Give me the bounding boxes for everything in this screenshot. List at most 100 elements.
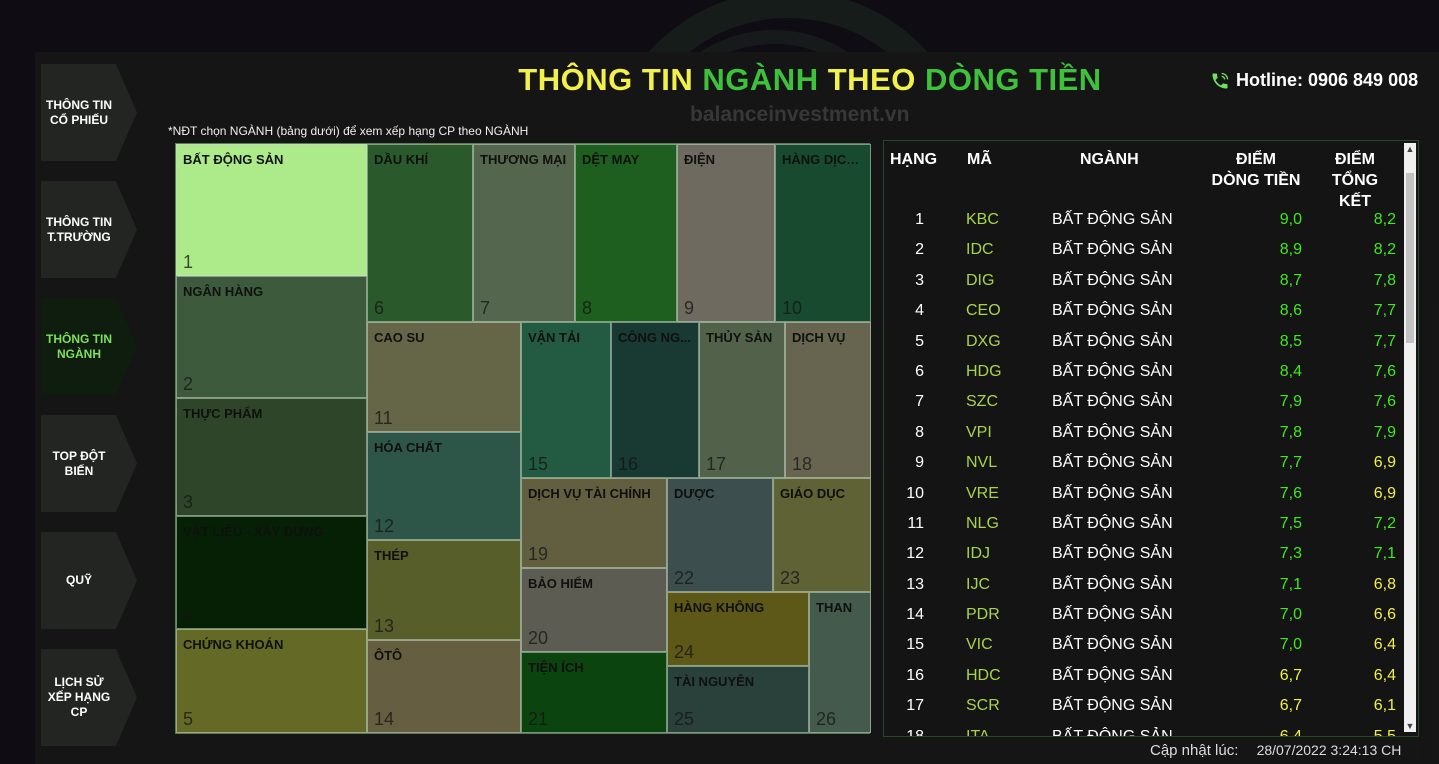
table-row[interactable]: 4 CEO BẤT ĐỘNG SẢN 8,6 7,7 [884,298,1404,328]
nav-stock-info[interactable]: THÔNG TIN CỔ PHIẾU [41,64,137,161]
industry-tile[interactable]: THÉP 13 [367,540,521,640]
row-flow-score: 9,0 [1279,211,1302,228]
tile-name: BẤT ĐỘNG SẢN [183,152,284,167]
tile-rank: 3 [183,492,194,512]
header-flow-line2: DÒNG TIỀN [1211,172,1301,189]
table-row[interactable]: 8 VPI BẤT ĐỘNG SẢN 7,8 7,9 [884,420,1404,450]
industry-tile[interactable]: HÀNG DỊCH... 10 [775,144,871,322]
row-industry: BẤT ĐỘNG SẢN [1052,727,1173,737]
table-row[interactable]: 11 NLG BẤT ĐỘNG SẢN 7,5 7,2 [884,511,1404,541]
industry-tile[interactable]: VẬN TẢI 15 [521,322,611,478]
title-part: THÔNG TIN [518,62,694,97]
industry-tile[interactable]: DỊCH VỤ 18 [785,322,871,478]
row-flow-score: 8,9 [1279,241,1302,259]
row-rank: 14 [906,606,924,624]
table-row[interactable]: 18 ITA BẤT ĐỘNG SẢN 6,4 5,5 [884,724,1404,737]
row-total-score: 7,2 [1373,514,1396,532]
table-row[interactable]: 17 SCR BẤT ĐỘNG SẢN 6,7 6,1 [884,693,1404,723]
nav-market-info[interactable]: THÔNG TIN T.TRƯỜNG [41,181,137,278]
industry-tile[interactable]: THỦY SẢN 17 [699,322,785,478]
table-scrollbar[interactable]: ▲ ▼ [1404,143,1416,732]
row-flow-score: 7,7 [1279,454,1302,472]
updated-value: 28/07/2022 3:24:13 CH [1256,742,1402,758]
industry-tile[interactable]: ÔTÔ 14 [367,640,521,733]
table-row[interactable]: 16 HDC BẤT ĐỘNG SẢN 6,7 6,4 [884,663,1404,693]
tile-rank: 19 [528,544,549,564]
row-industry: BẤT ĐỘNG SẢN [1052,484,1173,502]
table-row[interactable]: 5 DXG BẤT ĐỘNG SẢN 8,5 7,7 [884,329,1404,359]
industry-tile[interactable]: NGÂN HÀNG 2 [176,276,367,398]
nav-funds[interactable]: QUỸ [41,532,137,629]
industry-tile[interactable]: TIỆN ÍCH 21 [521,652,667,733]
table-row[interactable]: 13 IJC BẤT ĐỘNG SẢN 7,1 6,8 [884,572,1404,602]
table-row[interactable]: 10 VRE BẤT ĐỘNG SẢN 7,6 6,9 [884,481,1404,511]
industry-tile[interactable]: BẢO HIỂM 20 [521,568,667,652]
tile-name: THAN [816,600,853,615]
row-flow-score: 7,0 [1279,606,1302,624]
tile-rank: 22 [674,568,695,588]
row-code: VRE [966,484,999,502]
row-code: SCR [966,697,1000,715]
table-row[interactable]: 3 DIG BẤT ĐỘNG SẢN 8,7 7,8 [884,268,1404,298]
nav-ranking-history[interactable]: LỊCH SỬ XẾP HẠNG CP [41,649,137,746]
row-flow-score: 7,6 [1279,484,1302,502]
industry-tile[interactable]: GIÁO DỤC 23 [773,478,871,592]
nav-top-breakout[interactable]: TOP ĐỘT BIẾN [41,415,137,512]
row-code: IDC [966,241,994,259]
industry-tile[interactable]: THAN 26 [809,592,871,733]
industry-tile[interactable]: THỰC PHẨM 3 [176,398,367,516]
industry-tile[interactable]: DẦU KHÍ 6 [367,144,473,322]
row-flow-score: 8,7 [1279,271,1302,289]
row-industry: BẤT ĐỘNG SẢN [1052,606,1173,624]
title-part: THEO [827,62,916,97]
header-total-score: ĐIỂM TỔNG KẾT [1314,149,1396,212]
industry-tile[interactable]: TÀI NGUYÊN 25 [667,666,809,733]
industry-tile[interactable]: ĐIỆN 9 [677,144,775,322]
table-row[interactable]: 2 IDC BẤT ĐỘNG SẢN 8,9 8,2 [884,237,1404,267]
updated-label: Cập nhật lúc: [1150,742,1239,759]
table-row[interactable]: 15 VIC BẤT ĐỘNG SẢN 7,0 6,4 [884,632,1404,662]
scroll-thumb[interactable] [1406,173,1414,343]
row-rank: 7 [915,393,924,411]
industry-tile[interactable]: CHỨNG KHOÁN 5 [176,629,367,733]
nav-industry-info[interactable]: THÔNG TIN NGÀNH [41,298,137,395]
row-rank: 16 [906,666,924,684]
tile-name: ÔTÔ [374,648,403,663]
industry-tile[interactable]: CÔNG NG... 16 [611,322,699,478]
industry-tile[interactable]: VẬT LIỆU - XÂY DỰNG 4 [176,516,367,629]
industry-tile[interactable]: HÓA CHẤT 12 [367,432,521,540]
hint-text: *NĐT chọn NGÀNH (bảng dưới) để xem xếp h… [168,124,529,138]
row-rank: 12 [906,545,924,563]
industry-tile[interactable]: CAO SU 11 [367,322,521,432]
tile-name: VẬN TẢI [528,330,580,345]
table-row[interactable]: 12 IDJ BẤT ĐỘNG SẢN 7,3 7,1 [884,541,1404,571]
table-row[interactable]: 6 HDG BẤT ĐỘNG SẢN 8,4 7,6 [884,359,1404,389]
table-row[interactable]: 1 KBC BẤT ĐỘNG SẢN 9,0 8,2 [884,207,1404,237]
tile-rank: 20 [528,628,549,648]
industry-tile[interactable]: DƯỢC 22 [667,478,773,592]
row-industry: BẤT ĐỘNG SẢN [1052,666,1173,684]
scroll-down-icon[interactable]: ▼ [1405,721,1415,731]
scroll-up-icon[interactable]: ▲ [1405,144,1415,154]
row-rank: 17 [906,697,924,715]
row-code: NLG [966,514,999,532]
industry-tile[interactable]: BẤT ĐỘNG SẢN 1 [176,144,367,276]
tile-rank: 15 [528,454,549,474]
row-code: IDJ [966,545,990,563]
tile-rank: 24 [674,642,695,662]
row-total-score: 7,9 [1373,423,1396,441]
header-total-line1: ĐIỂM [1335,151,1375,168]
row-flow-score: 6,7 [1279,666,1302,684]
industry-tile[interactable]: DỆT MAY 8 [575,144,677,322]
table-row[interactable]: 14 PDR BẤT ĐỘNG SẢN 7,0 6,6 [884,602,1404,632]
industry-tile[interactable]: THƯƠNG MẠI 7 [473,144,575,322]
table-row[interactable]: 9 NVL BẤT ĐỘNG SẢN 7,7 6,9 [884,450,1404,480]
row-total-score: 5,5 [1373,727,1396,737]
nav-label: QUỸ [65,573,92,587]
industry-tile[interactable]: DỊCH VỤ TÀI CHÍNH 19 [521,478,667,568]
row-rank: 15 [906,636,924,654]
industry-tile[interactable]: HÀNG KHÔNG 24 [667,592,809,666]
industry-treemap: BẤT ĐỘNG SẢN 1 NGÂN HÀNG 2 THỰC PHẨM 3 VẬT … [175,143,871,734]
table-row[interactable]: 7 SZC BẤT ĐỘNG SẢN 7,9 7,6 [884,389,1404,419]
row-total-score: 7,6 [1373,362,1396,380]
